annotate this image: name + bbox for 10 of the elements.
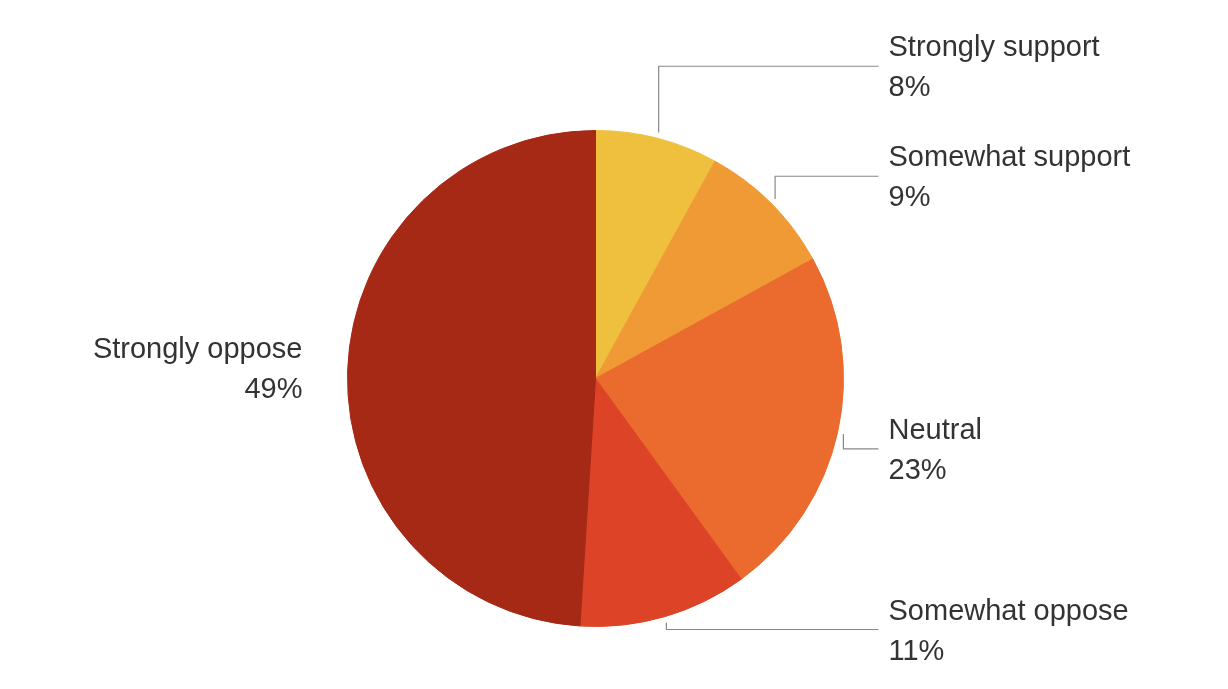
data-label: 9% xyxy=(888,180,931,213)
data-label: 8% xyxy=(888,70,931,103)
slice-label: Somewhat oppose xyxy=(888,593,1129,626)
slice-label: Strongly support xyxy=(888,30,1100,63)
data-label: 23% xyxy=(888,452,947,485)
data-label: 49% xyxy=(244,372,303,405)
slice-label: Strongly oppose xyxy=(92,332,303,365)
data-label: 11% xyxy=(888,633,945,666)
slice-label: Somewhat support xyxy=(888,140,1131,173)
slice-label: Neutral xyxy=(888,412,982,445)
